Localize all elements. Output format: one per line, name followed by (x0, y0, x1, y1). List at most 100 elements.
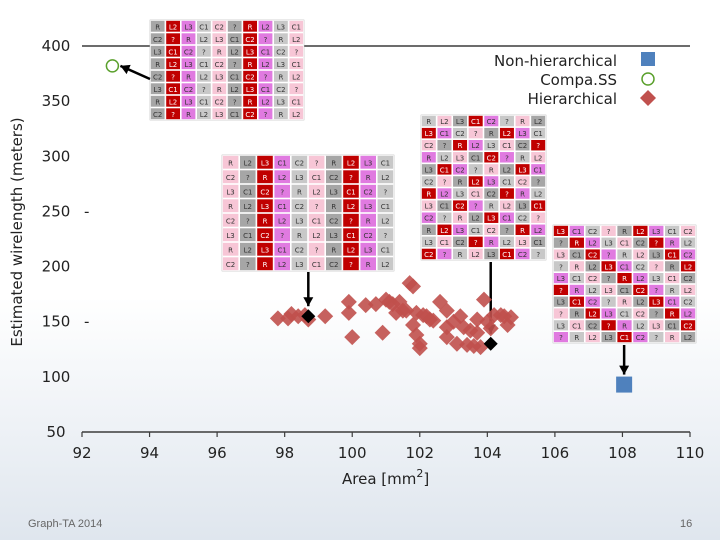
floorplan-inset-hierarchical-right-cell-4-7-label: C1 (534, 166, 543, 174)
floorplan-inset-non-hierarchical-cell-8-3 (600, 319, 617, 331)
floorplan-inset-hierarchical-right-cell-8-3 (468, 211, 484, 224)
floorplan-inset-hierarchical-right-cell-5-5 (499, 175, 515, 188)
floorplan-inset-hierarchical-left-cell-0-3 (273, 155, 291, 170)
marker-2-47 (482, 320, 499, 337)
floorplan-inset-non-hierarchical-cell-3-2 (584, 260, 601, 272)
floorplan-inset-hierarchical-left-cell-7-3-label: L2 (278, 261, 286, 269)
floorplan-inset-non-hierarchical-cell-3-3 (600, 260, 617, 272)
floorplan-inset-non-hierarchical-cell-2-6 (648, 248, 665, 261)
floorplan-inset-non-hierarchical-cell-8-4-label: R (622, 322, 627, 330)
floorplan-inset-hierarchical-left-cell-1-1-label: ? (246, 174, 250, 182)
floorplan-inset-hierarchical-right-cell-6-6 (514, 187, 531, 200)
floorplan-inset-non-hierarchical-cell-9-8 (680, 331, 696, 343)
floorplan-inset-hierarchical-left-cell-4-0 (222, 213, 240, 228)
floorplan-inset-non-hierarchical-cell-6-4 (616, 295, 633, 308)
floorplan-inset-hierarchical-right-cell-2-5-label: C1 (502, 142, 511, 150)
floorplan-inset-hierarchical-left-cell-5-3-label: ? (280, 232, 284, 240)
floorplan-inset-hierarchical-right-cell-9-7 (530, 223, 546, 236)
floorplan-inset-non-hierarchical-cell-4-8 (680, 272, 696, 284)
floorplan-inset-compass-cell-5-9 (288, 82, 304, 95)
floorplan-inset-hierarchical-left-cell-6-9-label: C1 (381, 246, 390, 254)
floorplan-inset-compass-cell-0-6-label: R (248, 23, 253, 31)
floorplan-inset-hierarchical-right-cell-5-6 (514, 175, 531, 188)
floorplan-inset-hierarchical-left-cell-6-3 (273, 242, 291, 257)
floorplan-inset-compass-cell-5-6 (242, 82, 258, 95)
floorplan-inset-non-hierarchical-cell-5-7 (664, 284, 680, 296)
floorplan-inset-hierarchical-right-cell-11-4-label: L3 (487, 251, 495, 259)
floorplan-inset-hierarchical-right-cell-0-1-label: L2 (440, 118, 448, 126)
floorplan-inset-compass-cell-2-5 (227, 45, 243, 58)
floorplan-inset-hierarchical-right-cell-6-4 (483, 187, 499, 200)
floorplan-inset-hierarchical-right-cell-0-5-label: ? (505, 118, 509, 126)
floorplan-inset-non-hierarchical-cell-4-8-label: C2 (683, 275, 692, 283)
floorplan-inset-hierarchical-right-cell-9-1-label: L2 (440, 227, 448, 235)
floorplan-inset-compass-cell-3-4 (211, 57, 227, 70)
floorplan-inset-hierarchical-right-cell-7-0 (421, 199, 437, 212)
floorplan-inset-non-hierarchical-cell-3-6-label: ? (654, 263, 658, 271)
floorplan-inset-non-hierarchical-cell-1-1-label: R (574, 240, 579, 248)
x-axis-ticks: 92 94 96 98 100 102 104 106 108 110 (72, 432, 704, 462)
floorplan-inset-non-hierarchical-cell-1-4 (616, 237, 633, 249)
floorplan-inset-non-hierarchical-cell-4-5 (632, 272, 649, 284)
floorplan-inset-non-hierarchical-cell-9-8-label: L2 (684, 334, 692, 342)
floorplan-inset-hierarchical-left-cell-7-7 (342, 256, 360, 271)
floorplan-inset-hierarchical-left-cell-4-5 (308, 213, 326, 228)
floorplan-inset-compass-cell-0-5-label: ? (233, 23, 237, 31)
floorplan-inset-hierarchical-left-cell-1-9-label: L2 (381, 174, 389, 182)
floorplan-inset-hierarchical-right-cell-11-5-label: C1 (502, 251, 511, 259)
floorplan-inset-non-hierarchical-cell-3-8-label: L2 (684, 263, 692, 271)
y-tick-label-150: 150 (42, 313, 71, 331)
floorplan-inset-non-hierarchical-cell-4-7-label: C1 (667, 275, 676, 283)
marker-2-36 (448, 335, 465, 352)
floorplan-inset-non-hierarchical-cell-7-2 (584, 307, 601, 320)
floorplan-inset-non-hierarchical-cell-4-2 (584, 272, 601, 284)
floorplan-inset-hierarchical-right-cell-5-2 (452, 175, 468, 188)
floorplan-inset-non-hierarchical-cell-9-2 (584, 331, 601, 343)
floorplan-inset-hierarchical-right-cell-11-3-label: L2 (472, 251, 480, 259)
floorplan-inset-non-hierarchical-cell-6-5-label: L2 (636, 299, 644, 307)
floorplan-inset-hierarchical-right-cell-1-2-label: C2 (455, 130, 464, 138)
floorplan-inset-compass-cell-7-2 (181, 107, 197, 120)
floorplan-inset-compass-cell-6-8 (273, 95, 289, 108)
floorplan-inset-hierarchical-right-cell-9-4 (483, 223, 499, 236)
floorplan-inset-compass-cell-2-1-label: C1 (168, 48, 177, 56)
floorplan-inset-non-hierarchical-cell-4-4-label: R (622, 275, 627, 283)
floorplan-inset-hierarchical-left-cell-4-7 (342, 213, 360, 228)
floorplan-inset-compass-cell-2-9-label: ? (294, 48, 298, 56)
floorplan-inset-hierarchical-right-cell-5-6-label: C2 (518, 178, 527, 186)
floorplan-inset-non-hierarchical-cell-2-5-label: L2 (636, 252, 644, 260)
floorplan-inset-hierarchical-right-cell-0-7-label: L2 (534, 118, 542, 126)
marker-2-34 (438, 329, 455, 346)
floorplan-inset-hierarchical-left-cell-1-0-label: C2 (226, 174, 235, 182)
marker-0-0 (616, 376, 633, 393)
floorplan-inset-hierarchical-right-cell-11-0-label: C2 (424, 251, 433, 259)
marker-2-43 (469, 324, 486, 341)
floorplan-inset-hierarchical-right-cell-5-0 (421, 175, 437, 188)
floorplan-inset-compass-cell-6-6-label: R (248, 98, 253, 106)
floorplan-inset-non-hierarchical-cell-7-5 (632, 307, 649, 320)
x-tick-label-92: 92 (72, 444, 91, 462)
floorplan-inset-hierarchical-right-cell-2-2 (452, 139, 468, 152)
floorplan-inset-hierarchical-left-cell-0-0 (222, 155, 240, 170)
floorplan-inset-hierarchical-right-cell-3-3 (468, 151, 484, 164)
floorplan-inset-hierarchical-left-cell-1-8 (359, 169, 377, 184)
floorplan-inset-hierarchical-left-cell-3-2-label: L3 (261, 203, 269, 211)
floorplan-inset-non-hierarchical-cell-0-8-label: C2 (683, 228, 692, 236)
floorplan-inset-compass-cell-2-0-label: L3 (154, 48, 162, 56)
floorplan-inset-compass-cell-0-7-label: L2 (261, 23, 269, 31)
floorplan-inset-hierarchical-right-cell-9-4-label: C2 (487, 227, 496, 235)
floorplan-inset-non-hierarchical-cell-0-5-label: L2 (636, 228, 644, 236)
floorplan-inset-non-hierarchical-cell-6-1 (569, 295, 585, 308)
floorplan-inset-compass-cell-7-0-label: C2 (153, 111, 162, 119)
floorplan-inset-hierarchical-right-cell-8-1 (436, 211, 453, 224)
floorplan-inset-hierarchical-right-cell-7-6 (514, 199, 531, 212)
floorplan-inset-hierarchical-right-cell-1-5-label: L2 (503, 130, 511, 138)
floorplan-inset-hierarchical-right-cell-10-0-label: L3 (425, 239, 433, 247)
x-tick-label-96: 96 (208, 444, 227, 462)
floorplan-inset-compass-cell-2-4 (211, 45, 227, 58)
floorplan-inset-hierarchical-right-cell-11-1-label: ? (443, 251, 447, 259)
floorplan-inset-non-hierarchical-cell-2-3 (600, 248, 617, 261)
floorplan-inset-hierarchical-right-cell-3-1 (436, 151, 453, 164)
floorplan-inset-non-hierarchical-cell-8-5-label: L2 (636, 322, 644, 330)
floorplan-inset-hierarchical-right-cell-6-5-label: ? (505, 191, 509, 199)
